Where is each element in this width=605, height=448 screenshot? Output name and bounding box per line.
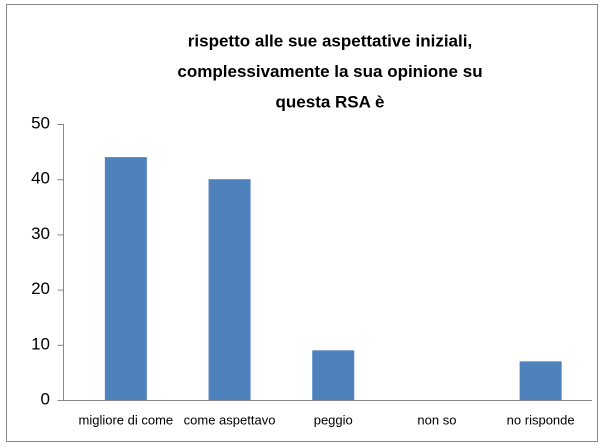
x-tick-label: non so <box>417 412 456 427</box>
chart-title: questa RSA è <box>276 92 385 111</box>
x-tick-label: migliore di come <box>79 412 174 427</box>
y-tick-label: 0 <box>41 389 50 408</box>
y-tick-label: 30 <box>31 224 50 243</box>
bar <box>208 179 251 400</box>
x-tick-label: peggio <box>314 412 353 427</box>
bar <box>104 157 147 400</box>
y-tick-label: 10 <box>31 334 50 353</box>
bar <box>312 350 355 400</box>
bar <box>519 361 562 400</box>
chart-title: rispetto alle sue aspettative iniziali, <box>188 31 472 50</box>
x-tick-label: no risponde <box>507 412 575 427</box>
y-tick-label: 50 <box>31 113 50 132</box>
chart-title: complessivamente la sua opinione su <box>177 62 482 81</box>
y-tick-label: 40 <box>31 169 50 188</box>
x-tick-label: come aspettavo <box>184 412 276 427</box>
y-tick-label: 20 <box>31 279 50 298</box>
